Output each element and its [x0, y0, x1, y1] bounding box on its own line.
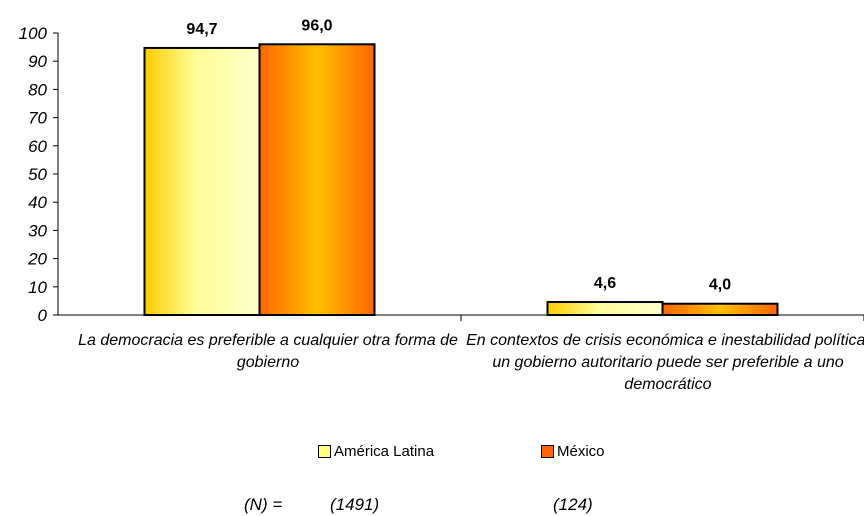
- data-label-mexico-2: 4,0: [709, 277, 731, 294]
- data-label-america-latina-2: 4,6: [594, 275, 616, 292]
- legend-item-america-latina: América Latina: [318, 443, 434, 460]
- y-tick-label: 60: [28, 137, 47, 156]
- sample-size-label: (N) =: [244, 495, 283, 514]
- y-tick-label: 40: [28, 193, 47, 212]
- legend-swatch-mexico: [541, 445, 554, 458]
- y-tick-label: 10: [28, 278, 47, 297]
- legend-item-mexico: México: [541, 443, 605, 460]
- legend-label-mexico: México: [557, 443, 605, 460]
- y-tick-label: 100: [19, 24, 48, 43]
- sample-size-america-latina: (1491): [330, 495, 380, 514]
- data-label-america-latina-1: 94,7: [186, 21, 217, 38]
- y-tick-label: 80: [28, 80, 47, 99]
- y-tick-label: 90: [28, 52, 47, 71]
- sample-size-mexico: (124): [553, 495, 593, 514]
- bar-america-latina-2: [546, 301, 664, 317]
- y-tick-label: 50: [28, 165, 47, 184]
- category-label-2: En contextos de crisis económica e inest…: [466, 332, 864, 393]
- bar-mexico-2: [661, 302, 779, 317]
- y-tick-label: 70: [28, 109, 47, 128]
- legend: América Latina México: [0, 443, 864, 463]
- bar-chart: 0 10 20 30 40 50 60 70 80 90 100 94,7 4,6 96,0 4,0: [19, 17, 864, 325]
- bar-america-latina-1: [143, 46, 261, 316]
- data-label-mexico-1: 96,0: [301, 17, 332, 34]
- bar-mexico-1: [258, 43, 376, 316]
- category-label-1: La democracia es preferible a cualquier …: [78, 332, 458, 371]
- legend-label-america-latina: América Latina: [334, 443, 435, 460]
- legend-swatch-america-latina: [318, 445, 331, 458]
- y-tick-label: 0: [38, 306, 48, 325]
- y-tick-label: 30: [28, 221, 47, 240]
- y-tick-label: 20: [27, 250, 47, 269]
